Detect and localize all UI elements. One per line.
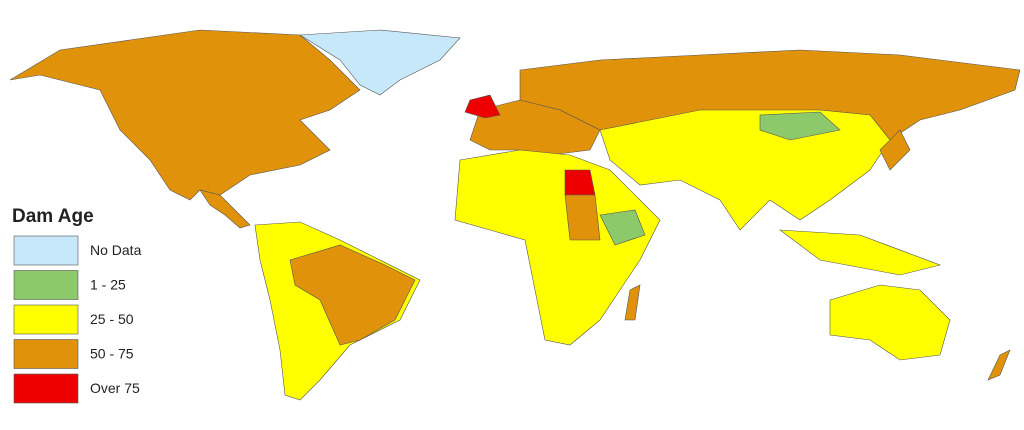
legend-label: No Data	[90, 242, 142, 258]
central-america	[199, 189, 251, 229]
ethiopia	[599, 209, 646, 246]
asia	[599, 109, 891, 231]
sudan	[564, 194, 601, 241]
legend-label: 50 - 75	[90, 346, 134, 362]
legend-swatch	[13, 339, 79, 369]
legend-swatch	[13, 304, 79, 335]
north-america	[9, 29, 361, 201]
legend: Dam Age No Data 1 - 25 25 - 50 50 - 75 Over …	[12, 206, 142, 404]
brazil	[289, 244, 416, 346]
legend-label: 25 - 50	[90, 311, 134, 327]
egypt	[564, 169, 596, 196]
greenland	[299, 29, 461, 96]
australia	[829, 284, 951, 361]
uk	[464, 94, 501, 119]
legend-swatch	[13, 235, 79, 266]
europe	[469, 99, 601, 156]
legend-label: 1 - 25	[90, 277, 126, 293]
central-asia	[759, 111, 841, 141]
southeast-asia	[779, 229, 942, 276]
madagascar	[624, 284, 641, 321]
africa	[454, 149, 661, 346]
legend-label: Over 75	[90, 380, 140, 396]
legend-swatch	[13, 373, 79, 404]
japan	[879, 129, 911, 171]
legend-title: Dam Age	[12, 206, 94, 227]
world-map	[9, 29, 1021, 401]
new-zealand	[987, 349, 1011, 381]
legend-swatch	[13, 270, 79, 300]
